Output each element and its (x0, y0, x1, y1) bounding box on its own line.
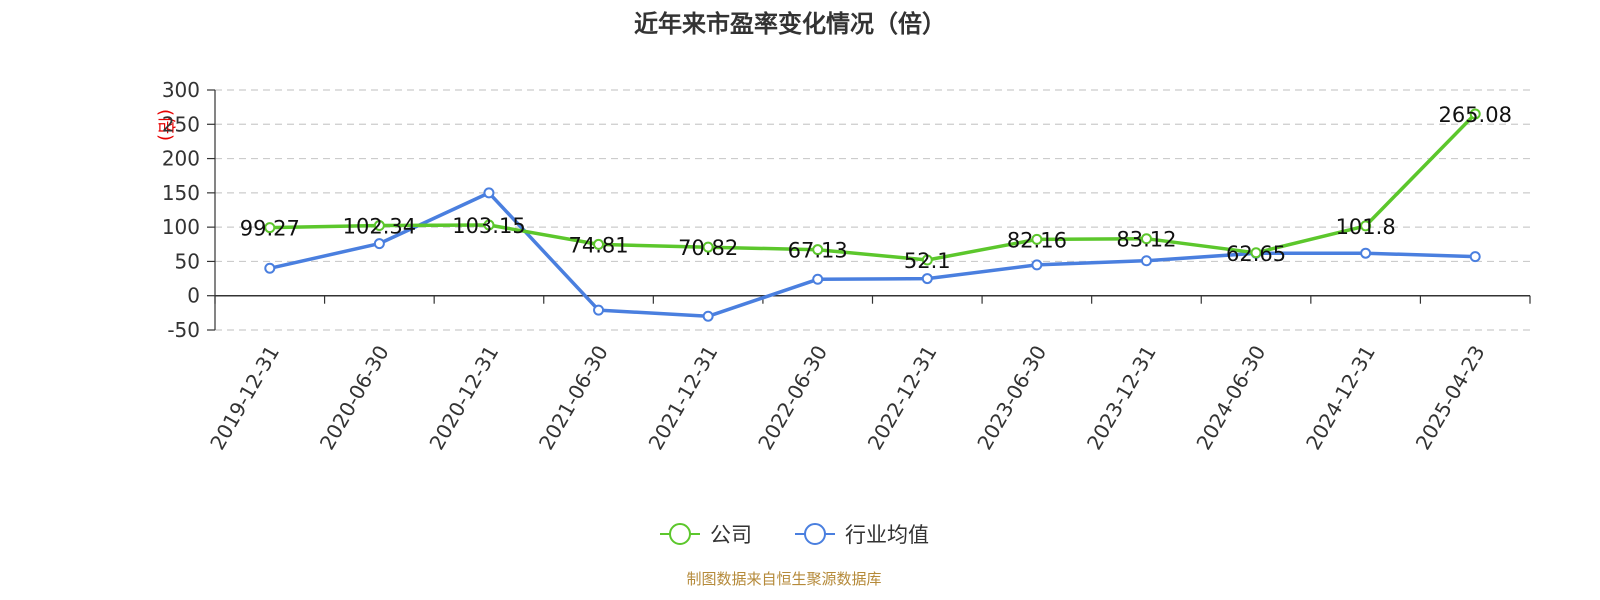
data-point[interactable] (264, 222, 276, 234)
data-point[interactable] (812, 244, 824, 256)
x-tick-label: 2024-12-31 (1301, 341, 1380, 454)
x-tick-label: 2021-06-30 (534, 341, 613, 454)
data-point[interactable] (373, 238, 385, 250)
x-tick-label: 2022-12-31 (863, 341, 942, 454)
x-tick-label: 2023-06-30 (972, 341, 1051, 454)
x-tick-label: 2020-06-30 (315, 341, 394, 454)
data-point[interactable] (1360, 220, 1372, 232)
data-label: 265.08 (1438, 103, 1511, 127)
y-tick-label: 250 (162, 112, 200, 136)
axes (207, 89, 1531, 331)
data-label: 99.27 (240, 217, 300, 241)
legend-marker (669, 523, 691, 545)
legend[interactable]: 公司 行业均值 (660, 523, 929, 547)
data-label: 82.16 (1007, 228, 1067, 252)
y-tick-label: 300 (162, 78, 200, 102)
data-point[interactable] (1140, 255, 1152, 267)
data-point[interactable] (1250, 247, 1262, 259)
data-point[interactable] (373, 220, 385, 232)
data-point[interactable] (1469, 251, 1481, 263)
data-point[interactable] (702, 241, 714, 253)
chart-title: 近年来市盈率变化情况（倍） (634, 10, 946, 38)
y-tick-labels: 300 250 200 150 100 50 0 -50 (162, 78, 200, 342)
data-point[interactable] (483, 219, 495, 231)
y-tick-label: 0 (187, 284, 200, 308)
data-point[interactable] (812, 273, 824, 285)
data-point[interactable] (1031, 259, 1043, 271)
data-label: 52.1 (904, 249, 951, 273)
legend-item-0[interactable]: 公司 (660, 523, 752, 547)
data-point[interactable] (264, 262, 276, 274)
series-line-1 (269, 191, 1476, 319)
y-tick-label: -50 (167, 318, 200, 342)
series-line-0 (269, 112, 1477, 262)
x-tick-labels: 2019-12-31 2020-06-30 2020-12-31 2021-06-30… (205, 341, 1489, 454)
x-tick-label: 2024-06-30 (1191, 341, 1270, 454)
grid-lines (215, 89, 1530, 331)
legend-label: 行业均值 (845, 523, 929, 547)
data-point[interactable] (921, 254, 933, 266)
legend-marker (804, 523, 826, 545)
data-label: 70.82 (678, 236, 738, 260)
x-tick-label: 2022-06-30 (753, 341, 832, 454)
y-tick-label: 100 (162, 215, 200, 239)
data-label: 62.65 (1226, 242, 1286, 266)
data-labels: 99.27 102.34 103.15 74.81 70.82 67.13 52.1 82.1… (240, 103, 1512, 273)
data-point[interactable] (1469, 108, 1481, 120)
data-point[interactable] (1140, 233, 1152, 245)
data-point[interactable] (1360, 247, 1372, 259)
y-tick-label: 150 (162, 181, 200, 205)
data-label: 101.8 (1336, 215, 1396, 239)
data-point[interactable] (921, 273, 933, 285)
x-tick-label: 2020-12-31 (424, 341, 503, 454)
data-label: 103.15 (452, 214, 525, 238)
x-tick-label: 2019-12-31 (205, 341, 284, 454)
data-label: 74.81 (568, 233, 628, 257)
data-label: 67.13 (788, 239, 848, 263)
data-point[interactable] (702, 310, 714, 322)
series-points (264, 108, 1481, 322)
data-label: 83.12 (1116, 228, 1176, 252)
y-axis-unit: (倍) (155, 109, 176, 141)
data-point[interactable] (483, 187, 495, 199)
data-source-note: 制图数据来自恒生聚源数据库 (686, 570, 881, 588)
legend-label: 公司 (710, 523, 752, 547)
data-point[interactable] (1031, 233, 1043, 245)
y-tick-label: 200 (162, 147, 200, 171)
series-lines (269, 112, 1477, 319)
y-tick-label: 50 (175, 249, 200, 273)
x-tick-label: 2021-12-31 (644, 341, 723, 454)
x-tick-label: 2023-12-31 (1082, 341, 1161, 454)
data-point[interactable] (593, 304, 605, 316)
data-label: 102.34 (343, 215, 416, 239)
legend-item-1[interactable]: 行业均值 (795, 523, 929, 547)
x-tick-label: 2025-04-23 (1411, 341, 1490, 454)
data-point[interactable] (593, 238, 605, 250)
